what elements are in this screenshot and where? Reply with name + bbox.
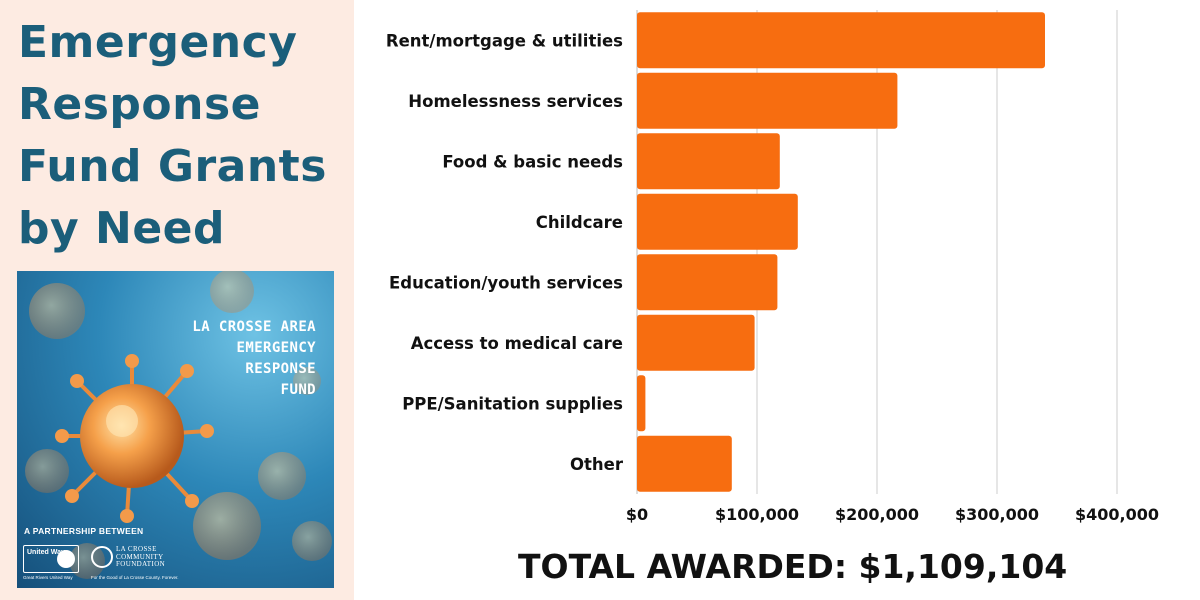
title-line: Fund Grants [18, 141, 327, 192]
bar [637, 12, 1045, 69]
foundation-logo-icon [91, 546, 113, 568]
total-awarded: TOTAL AWARDED: $1,109,104 [518, 547, 1068, 586]
poster-heading-line: EMERGENCY [236, 340, 316, 356]
foundation-tagline: For the Good of La Crosse County. Foreve… [91, 575, 179, 580]
x-tick-label: $300,000 [955, 505, 1039, 524]
poster-heading-line: RESPONSE [245, 361, 316, 377]
foundation-name-line: FOUNDATION [116, 560, 166, 568]
category-label: Rent/mortgage & utilities [386, 31, 623, 50]
fund-poster-image: LA CROSSE AREA EMERGENCY RESPONSE FUND A… [17, 271, 334, 588]
bar [637, 254, 778, 311]
title-line: by Need [18, 203, 225, 254]
title-line: Emergency [18, 17, 298, 68]
partnership-text: A PARTNERSHIP BETWEEN [24, 526, 144, 536]
foundation-name: LA CROSSE COMMUNITY FOUNDATION [116, 545, 166, 569]
bar [637, 72, 898, 129]
poster-heading-line: LA CROSSE AREA [192, 319, 316, 335]
bar [637, 375, 646, 432]
bar [637, 193, 798, 250]
category-label: Access to medical care [411, 334, 623, 353]
x-tick-label: $400,000 [1075, 505, 1159, 524]
united-way-tagline: Great Rivers United Way [23, 575, 73, 580]
grants-bar-chart: Rent/mortgage & utilities Homelessness se… [386, 10, 1159, 524]
foundation-name-line: COMMUNITY [116, 552, 164, 561]
category-label: Food & basic needs [442, 152, 623, 171]
x-tick-label: $0 [626, 505, 648, 524]
category-label: Education/youth services [389, 273, 623, 292]
united-way-logo: United Way [23, 545, 79, 573]
poster-heading-line: FUND [280, 382, 316, 398]
bar [637, 133, 780, 190]
category-label: Other [570, 455, 624, 474]
category-label: PPE/Sanitation supplies [402, 394, 623, 413]
left-panel: Emergency Response Fund Grants by Need [0, 0, 354, 600]
category-label: Homelessness services [408, 92, 623, 111]
bar [637, 314, 755, 371]
united-way-hand-icon [57, 550, 75, 568]
title-line: Response [18, 79, 261, 130]
category-label: Childcare [536, 213, 623, 232]
poster-heading: LA CROSSE AREA EMERGENCY RESPONSE FUND [116, 317, 316, 401]
x-tick-label: $200,000 [835, 505, 919, 524]
united-way-logo-text: United Way [27, 549, 65, 556]
foundation-name-line: LA CROSSE [116, 545, 157, 553]
x-tick-label: $100,000 [715, 505, 799, 524]
page-title: Emergency Response Fund Grants by Need [18, 12, 348, 260]
bar [637, 435, 732, 492]
